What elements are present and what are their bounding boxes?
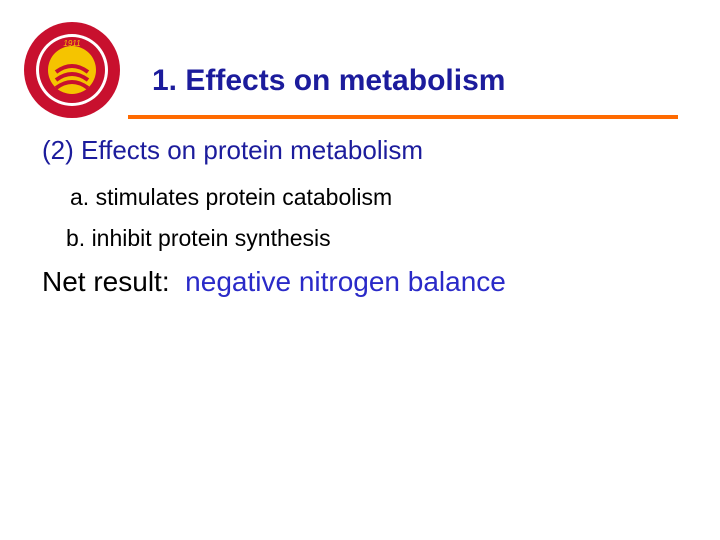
title-rule xyxy=(128,115,678,119)
subtitle: (2) Effects on protein metabolism xyxy=(42,135,424,165)
list-item: a. stimulates protein catabolism xyxy=(70,184,393,210)
result-value: negative nitrogen balance xyxy=(185,266,506,297)
result-label: Net result: xyxy=(42,266,170,297)
list-item: b. inhibit protein synthesis xyxy=(66,225,331,251)
result: Net result: negative nitrogen balance xyxy=(42,266,506,298)
slide-title: 1. Effects on metabolism xyxy=(152,64,506,97)
logo: 1911 xyxy=(24,22,120,118)
logo-year: 1911 xyxy=(63,39,80,48)
